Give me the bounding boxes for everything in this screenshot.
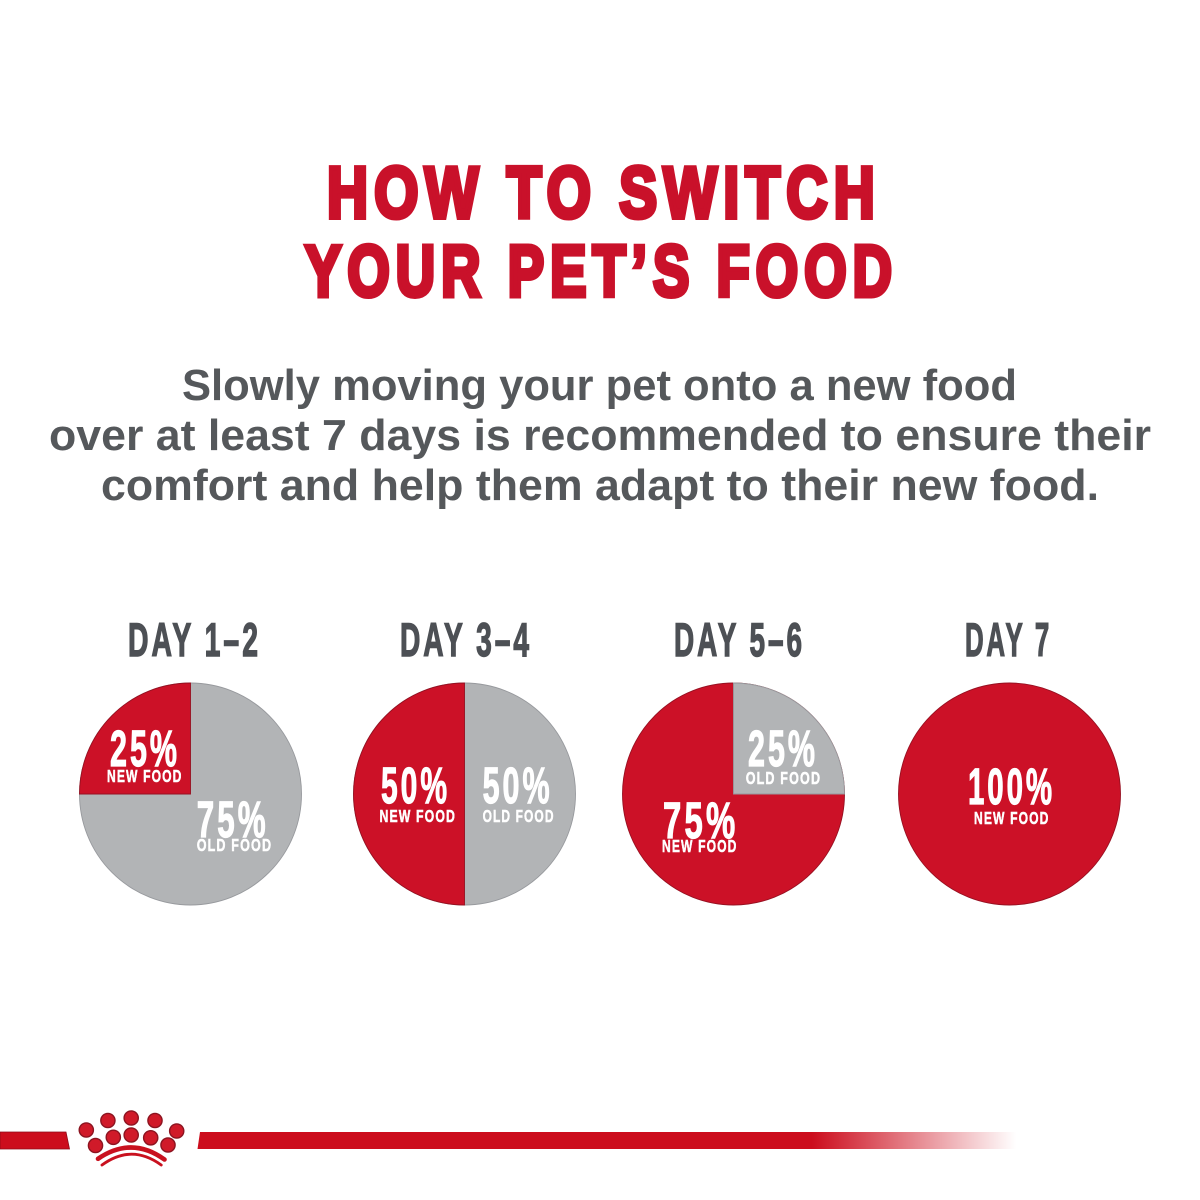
- svg-text:OLD FOOD: OLD FOOD: [483, 806, 555, 826]
- svg-text:75%: 75%: [197, 791, 269, 848]
- svg-text:DAY 3–4: DAY 3–4: [400, 614, 532, 667]
- svg-text:OLD FOOD: OLD FOOD: [197, 835, 273, 855]
- svg-text:NEW FOOD: NEW FOOD: [662, 836, 738, 856]
- svg-text:NEW FOOD: NEW FOOD: [974, 808, 1050, 828]
- svg-text:over at least 7 days is recomm: over at least 7 days is recommended to e…: [49, 411, 1151, 460]
- svg-text:50%: 50%: [381, 757, 450, 814]
- svg-text:50%: 50%: [483, 757, 553, 814]
- svg-text:comfort and help them adapt to: comfort and help them adapt to their new…: [101, 461, 1099, 510]
- svg-text:HOW TO SWITCH: HOW TO SWITCH: [327, 154, 881, 234]
- svg-text:YOUR PET’S FOOD: YOUR PET’S FOOD: [305, 232, 898, 312]
- svg-text:25%: 25%: [748, 720, 818, 777]
- svg-text:OLD FOOD: OLD FOOD: [746, 768, 822, 788]
- svg-text:Slowly moving your pet onto a: Slowly moving your pet onto a new food: [182, 361, 1017, 410]
- svg-text:25%: 25%: [110, 720, 180, 777]
- svg-text:NEW FOOD: NEW FOOD: [107, 766, 183, 786]
- svg-text:DAY 7: DAY 7: [965, 614, 1052, 667]
- svg-text:75%: 75%: [663, 792, 739, 849]
- svg-text:100%: 100%: [968, 758, 1055, 815]
- svg-text:NEW FOOD: NEW FOOD: [380, 806, 457, 826]
- svg-text:DAY 1–2: DAY 1–2: [128, 614, 261, 667]
- svg-text:DAY 5–6: DAY 5–6: [674, 614, 805, 667]
